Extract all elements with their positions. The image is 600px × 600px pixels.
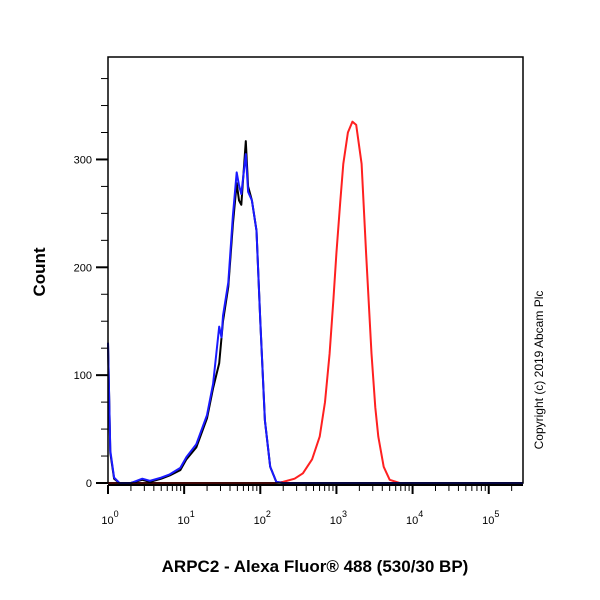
x-tick-label: 104	[406, 509, 423, 527]
y-tick-label: 100	[74, 370, 92, 382]
x-tick-base: 10	[406, 515, 418, 527]
y-axis-title: Count	[30, 247, 49, 296]
x-tick-label: 102	[254, 509, 271, 527]
x-tick-label: 100	[101, 509, 118, 527]
y-tick-label: 0	[86, 478, 92, 490]
y-tick-label: 200	[74, 262, 92, 274]
x-tick-base: 10	[330, 515, 342, 527]
x-tick-power: 2	[266, 509, 271, 519]
x-tick-base: 10	[101, 515, 113, 527]
x-tick-base: 10	[178, 515, 190, 527]
y-tick-label: 300	[74, 154, 92, 166]
x-tick-power: 0	[114, 509, 119, 519]
series-layer	[107, 120, 523, 484]
plot-frame	[107, 56, 524, 484]
x-tick-power: 1	[190, 509, 195, 519]
x-tick-label: 105	[482, 509, 499, 527]
x-tick-base: 10	[254, 515, 266, 527]
copyright-text: Copyright (c) 2019 Abcam Plc	[532, 291, 546, 450]
series-line-arpc2	[108, 120, 523, 484]
series-line-unstained-control	[107, 153, 523, 484]
series-line-isotype-control	[107, 140, 523, 484]
x-tick-power: 3	[342, 509, 347, 519]
x-tick-power: 5	[494, 509, 499, 519]
x-tick-label: 101	[178, 509, 195, 527]
x-tick-power: 4	[418, 509, 423, 519]
x-tick-base: 10	[482, 515, 494, 527]
x-axis-title: ARPC2 - Alexa Fluor® 488 (530/30 BP)	[162, 557, 469, 576]
x-tick-label: 103	[330, 509, 347, 527]
